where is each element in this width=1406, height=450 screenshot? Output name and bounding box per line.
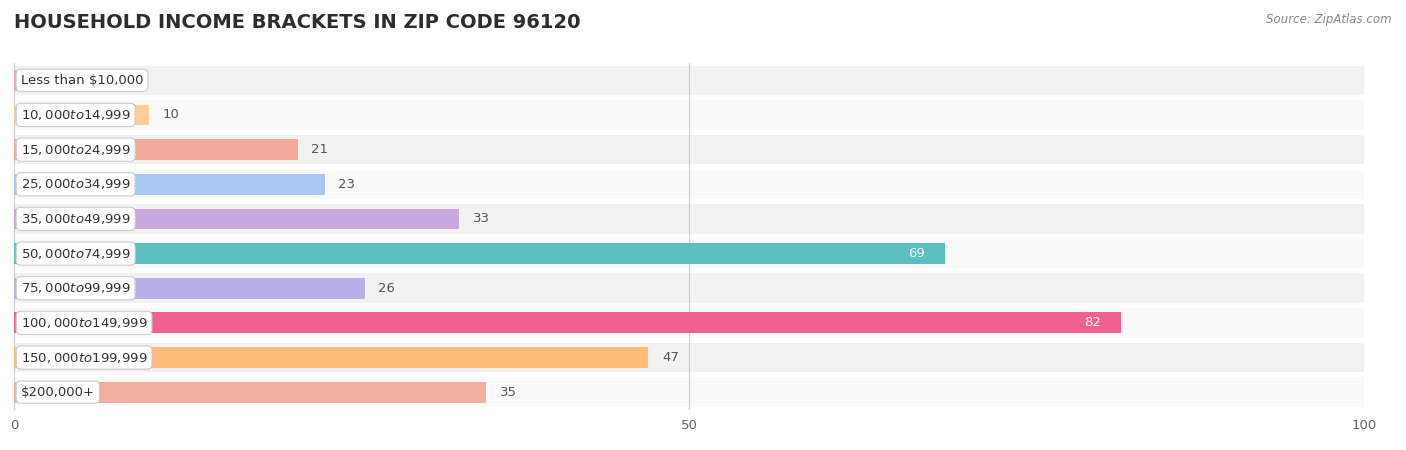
Text: $75,000 to $99,999: $75,000 to $99,999	[21, 281, 131, 295]
Bar	[14, 347, 648, 368]
Text: 82: 82	[1084, 316, 1101, 329]
Bar	[14, 278, 366, 299]
Text: $200,000+: $200,000+	[21, 386, 94, 399]
Text: $50,000 to $74,999: $50,000 to $74,999	[21, 247, 131, 261]
Bar	[14, 378, 1364, 407]
Bar	[14, 343, 1364, 372]
Text: 10: 10	[163, 108, 180, 122]
Bar	[14, 239, 1364, 268]
Text: Less than $10,000: Less than $10,000	[21, 74, 143, 87]
Bar	[14, 170, 1364, 199]
Text: 35: 35	[501, 386, 517, 399]
Text: HOUSEHOLD INCOME BRACKETS IN ZIP CODE 96120: HOUSEHOLD INCOME BRACKETS IN ZIP CODE 96…	[14, 14, 581, 32]
Text: 26: 26	[378, 282, 395, 295]
Bar	[14, 139, 298, 160]
Text: $100,000 to $149,999: $100,000 to $149,999	[21, 316, 148, 330]
Bar	[14, 312, 1121, 333]
Bar	[14, 66, 1364, 95]
Bar	[14, 274, 1364, 303]
Text: 33: 33	[472, 212, 489, 225]
Bar	[14, 382, 486, 403]
Bar	[14, 308, 1364, 338]
Text: 69: 69	[908, 247, 925, 260]
Text: 4: 4	[82, 74, 90, 87]
Bar	[14, 208, 460, 230]
Bar	[14, 204, 1364, 234]
Text: 21: 21	[311, 143, 328, 156]
Bar	[14, 104, 149, 126]
Bar	[14, 70, 67, 91]
Bar	[14, 174, 325, 195]
Bar	[14, 100, 1364, 130]
Text: 47: 47	[662, 351, 679, 364]
Text: Source: ZipAtlas.com: Source: ZipAtlas.com	[1267, 14, 1392, 27]
Text: 23: 23	[337, 178, 354, 191]
Text: $25,000 to $34,999: $25,000 to $34,999	[21, 177, 131, 191]
Bar	[14, 243, 945, 264]
Text: $10,000 to $14,999: $10,000 to $14,999	[21, 108, 131, 122]
Text: $15,000 to $24,999: $15,000 to $24,999	[21, 143, 131, 157]
Bar	[14, 135, 1364, 164]
Text: $35,000 to $49,999: $35,000 to $49,999	[21, 212, 131, 226]
Text: $150,000 to $199,999: $150,000 to $199,999	[21, 351, 148, 364]
